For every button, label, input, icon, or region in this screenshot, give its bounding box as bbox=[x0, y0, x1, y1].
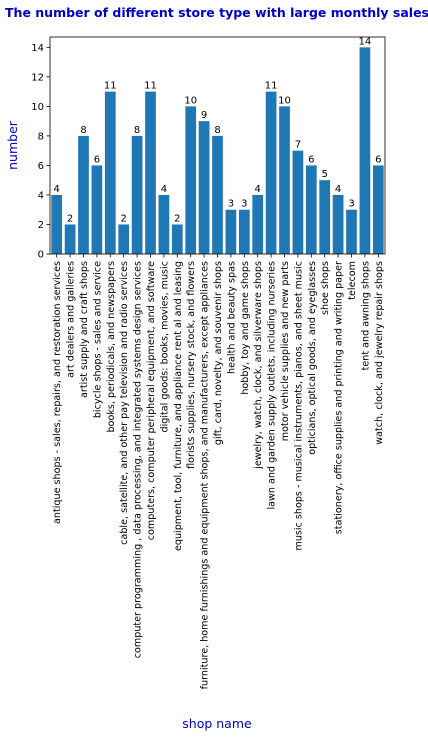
bar bbox=[212, 135, 223, 254]
x-axis: antique shops - sales, repairs, and rest… bbox=[52, 254, 385, 689]
bar-value-label: 6 bbox=[94, 154, 100, 165]
x-tick-label: art dealers and galleries bbox=[66, 261, 77, 378]
bar-value-label: 10 bbox=[278, 95, 291, 106]
bar-value-label: 8 bbox=[80, 125, 86, 136]
x-tick-label: cable, satellite, and other pay televisi… bbox=[119, 261, 130, 545]
bar bbox=[359, 47, 371, 255]
x-tick-label: music shops - musical instruments, piano… bbox=[293, 261, 304, 551]
bar-value-label: 8 bbox=[214, 125, 220, 136]
bar bbox=[252, 194, 264, 254]
bar-value-label: 3 bbox=[228, 199, 234, 210]
x-tick-label: opticians, optical goods, and eyeglasses bbox=[307, 261, 318, 455]
chart-title: The number of different store type with … bbox=[5, 5, 428, 20]
x-tick-label: motor vehicle supplies and new parts bbox=[280, 261, 291, 441]
x-tick-label: health and beauty spas bbox=[226, 261, 237, 374]
x-tick-label: digital goods: books, movies, music bbox=[159, 261, 170, 432]
bar-value-label: 9 bbox=[201, 110, 207, 121]
x-axis-label: shop name bbox=[182, 716, 252, 731]
bar bbox=[118, 224, 130, 254]
bar bbox=[145, 91, 156, 254]
bar bbox=[158, 194, 170, 254]
x-tick-label: bicycle shops - sales and service bbox=[92, 261, 103, 418]
bar bbox=[51, 194, 63, 254]
bar-value-label: 11 bbox=[265, 81, 278, 92]
x-tick-label: lawn and garden supply outlets, includin… bbox=[267, 261, 278, 510]
bar bbox=[305, 165, 317, 254]
bar bbox=[171, 224, 183, 254]
x-tick-label: tent and awning shops bbox=[360, 261, 371, 370]
x-tick-label: florists supplies, nursery stock, and fl… bbox=[186, 261, 197, 469]
bar-value-label: 2 bbox=[121, 213, 127, 224]
bar-value-label: 11 bbox=[144, 81, 157, 92]
bar-value-label: 4 bbox=[335, 184, 341, 195]
bar bbox=[185, 106, 197, 254]
bar bbox=[225, 209, 237, 254]
bar bbox=[332, 194, 344, 254]
x-tick-label: stationery, office supplies and printing… bbox=[334, 261, 345, 534]
bar-value-label: 4 bbox=[255, 184, 261, 195]
bar-value-label: 3 bbox=[348, 199, 354, 210]
bar-value-label: 6 bbox=[308, 154, 314, 165]
bar-value-label: 10 bbox=[184, 95, 197, 106]
x-tick-label: hobby, toy and game shops bbox=[240, 261, 251, 395]
x-tick-label: gift, card, novelty, and souvenir shops bbox=[213, 261, 224, 445]
bar-value-label: 14 bbox=[359, 36, 372, 47]
y-tick-label: 14 bbox=[31, 43, 44, 54]
y-tick-label: 8 bbox=[38, 131, 44, 142]
y-tick-label: 10 bbox=[31, 102, 44, 113]
x-tick-label: jewelry, watch, clock, and silverware sh… bbox=[253, 261, 264, 470]
bar bbox=[238, 209, 250, 254]
bar bbox=[64, 224, 76, 254]
bar bbox=[279, 106, 290, 254]
bar-value-label: 2 bbox=[67, 213, 73, 224]
x-tick-label: equipment, tool, furniture, and applianc… bbox=[173, 261, 184, 551]
x-tick-label: telecom bbox=[347, 261, 358, 300]
bar bbox=[131, 135, 143, 254]
x-tick-label: antique shops - sales, repairs, and rest… bbox=[52, 261, 63, 524]
bar-value-label: 3 bbox=[241, 199, 247, 210]
bar bbox=[78, 135, 89, 254]
x-tick-label: watch, clock, and jewelry repair shops bbox=[374, 261, 385, 445]
bar-value-label: 2 bbox=[174, 213, 180, 224]
bar-value-label: 4 bbox=[161, 184, 167, 195]
x-tick-label: computer programming , data processing, … bbox=[133, 261, 144, 658]
y-tick-label: 4 bbox=[38, 190, 44, 201]
bar bbox=[346, 209, 357, 254]
y-tick-label: 0 bbox=[38, 250, 44, 261]
y-tick-label: 12 bbox=[31, 72, 44, 83]
bar-value-label: 6 bbox=[375, 154, 381, 165]
bar bbox=[265, 91, 277, 254]
bar bbox=[372, 165, 384, 254]
bar-value-label: 8 bbox=[134, 125, 140, 136]
bar-value-label: 4 bbox=[54, 184, 60, 195]
y-tick-label: 2 bbox=[38, 220, 44, 231]
bar bbox=[292, 150, 304, 254]
bar-value-label: 11 bbox=[104, 81, 117, 92]
x-tick-label: computers, computer peripheral equipment… bbox=[146, 261, 157, 540]
bar bbox=[319, 180, 331, 254]
bar bbox=[104, 91, 116, 254]
x-tick-label: furniture, home furnishings and equipmen… bbox=[200, 261, 211, 689]
x-tick-label: books, periodicals, and newspapers bbox=[106, 261, 117, 432]
bar-value-label: 5 bbox=[322, 169, 328, 180]
bar bbox=[198, 121, 210, 255]
bar-value-label: 7 bbox=[295, 140, 301, 151]
y-axis: 0 2 4 6 8 10 12 14 bbox=[31, 43, 50, 261]
y-axis-label: number bbox=[5, 120, 20, 170]
y-tick-label: 6 bbox=[38, 161, 44, 172]
x-tick-label: artist supply and craft shops bbox=[79, 261, 90, 398]
x-tick-label: shoe shops bbox=[320, 261, 331, 315]
bar bbox=[91, 165, 103, 254]
